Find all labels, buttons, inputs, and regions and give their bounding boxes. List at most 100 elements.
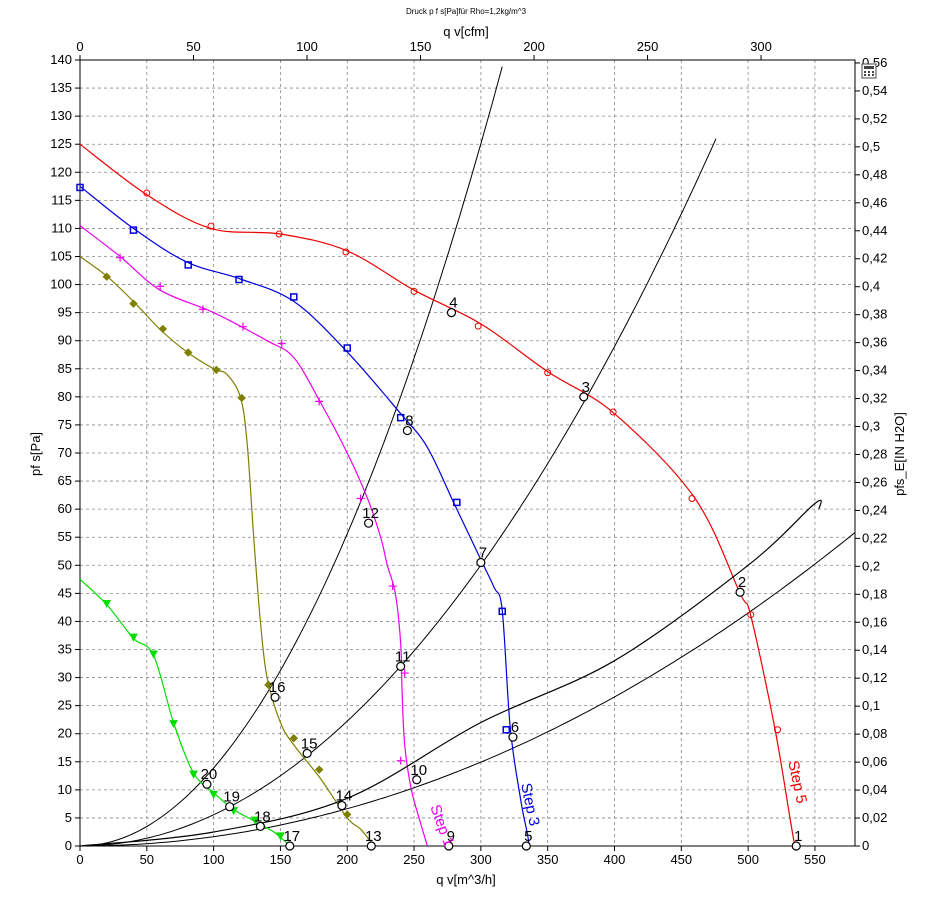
x-tick-label: 400 (604, 852, 626, 867)
series-marker (264, 680, 273, 690)
series-marker (774, 726, 781, 734)
operating-point-label: 7 (479, 544, 487, 561)
operating-point-label: 17 (283, 828, 300, 845)
y-tick-label: 120 (50, 164, 72, 179)
x-axis-label: q v[m^3/h] (436, 872, 496, 887)
operating-point-marker (791, 841, 801, 851)
series-marker (158, 324, 168, 334)
series-marker (747, 611, 755, 619)
operating-point-label: 8 (405, 413, 413, 430)
series-marker (453, 498, 461, 507)
y2-tick-label: 0,06 (862, 754, 887, 769)
series-marker (544, 369, 552, 377)
series-marker (396, 413, 405, 422)
y-tick-label: 90 (58, 333, 72, 348)
series-marker (277, 339, 286, 348)
series-marker (474, 322, 482, 330)
x2-tick-label: 250 (637, 39, 659, 54)
y-tick-label: 100 (50, 277, 72, 292)
y-tick-label: 55 (58, 529, 72, 544)
series-marker (609, 408, 617, 416)
series-marker (290, 293, 298, 301)
operating-point-marker (337, 800, 347, 811)
series-marker (102, 599, 112, 609)
series-marker (184, 348, 193, 357)
y2-tick-label: 0,3 (862, 419, 880, 434)
y-tick-label: 30 (58, 670, 72, 685)
y2-tick-label: 0,2 (862, 558, 880, 573)
series-markers (76, 183, 781, 841)
series-marker (400, 669, 409, 678)
x2-tick-label: 50 (186, 39, 200, 54)
series-marker (343, 344, 351, 352)
x-tick-label: 150 (270, 852, 292, 867)
y2-tick-label: 0,04 (862, 782, 887, 797)
y-tick-label: 75 (58, 417, 72, 432)
series-marker (237, 393, 246, 403)
y2-tick-label: 0,52 (862, 111, 887, 126)
series-marker (396, 756, 405, 765)
x2-tick-label: 150 (410, 39, 432, 54)
y2-tick-label: 0,26 (862, 474, 887, 489)
operating-point-marker (412, 775, 422, 785)
y2-tick-label: 0,08 (862, 726, 887, 741)
y2-tick-label: 0,18 (862, 586, 887, 601)
operating-point-label: 2 (738, 574, 746, 591)
y2-tick-label: 0,22 (862, 530, 887, 545)
x2-tick-label: 0 (76, 39, 83, 54)
y-tick-label: 60 (58, 501, 72, 516)
system-curve (80, 532, 856, 847)
y2-tick-label: 0,5 (862, 139, 880, 154)
series-marker (169, 720, 178, 729)
series-marker (212, 365, 221, 375)
operating-point-label: 14 (336, 788, 353, 805)
series-marker (356, 494, 365, 503)
operating-point-label: 16 (269, 679, 286, 696)
operating-point-marker (202, 779, 212, 789)
y2-tick-label: 0,02 (862, 810, 887, 825)
series-marker (688, 494, 696, 502)
x-tick-label: 100 (203, 852, 225, 867)
operating-point-label: 11 (395, 648, 411, 665)
y-tick-label: 35 (58, 642, 72, 657)
y2-tick-label: 0,4 (862, 279, 880, 294)
y2-tick-label: 0,46 (862, 195, 887, 210)
series-marker (198, 305, 207, 314)
y-tick-label: 115 (51, 192, 72, 207)
y-tick-label: 135 (50, 80, 72, 95)
y2-tick-label: 0 (862, 838, 869, 853)
series-marker (102, 272, 111, 281)
operating-point-marker (396, 661, 406, 671)
y-tick-label: 140 (50, 52, 72, 67)
x2-tick-label: 100 (296, 39, 318, 54)
operating-point-label: 20 (201, 766, 218, 783)
operating-point-marker (446, 308, 457, 318)
operating-point-label: 15 (301, 735, 318, 752)
series-marker (502, 726, 510, 734)
y-tick-label: 95 (58, 305, 72, 320)
operating-point-label: 5 (524, 828, 532, 845)
x2-tick-label: 300 (750, 39, 772, 54)
calculator-icon[interactable] (861, 63, 877, 79)
system-curve (79, 66, 503, 847)
grid (80, 59, 855, 846)
operating-point-label: 10 (410, 762, 427, 779)
system-curve (80, 138, 717, 847)
x2-axis-label: q v[cfm] (443, 24, 489, 39)
y2-tick-label: 0,36 (862, 335, 887, 350)
series-line (79, 578, 291, 847)
operating-point-marker (579, 392, 589, 402)
operating-point-marker (521, 841, 531, 851)
chart-title: Druck p f s[Pa]für Rho=1,2kg/m^3 (406, 7, 527, 16)
series-marker (239, 322, 248, 331)
operating-point-marker (364, 518, 374, 528)
x-tick-label: 550 (804, 852, 826, 867)
series-marker (207, 222, 215, 230)
operating-point-marker (508, 732, 518, 742)
x-tick-label: 450 (670, 852, 692, 867)
y-tick-label: 45 (58, 585, 72, 600)
series-marker (314, 765, 324, 774)
